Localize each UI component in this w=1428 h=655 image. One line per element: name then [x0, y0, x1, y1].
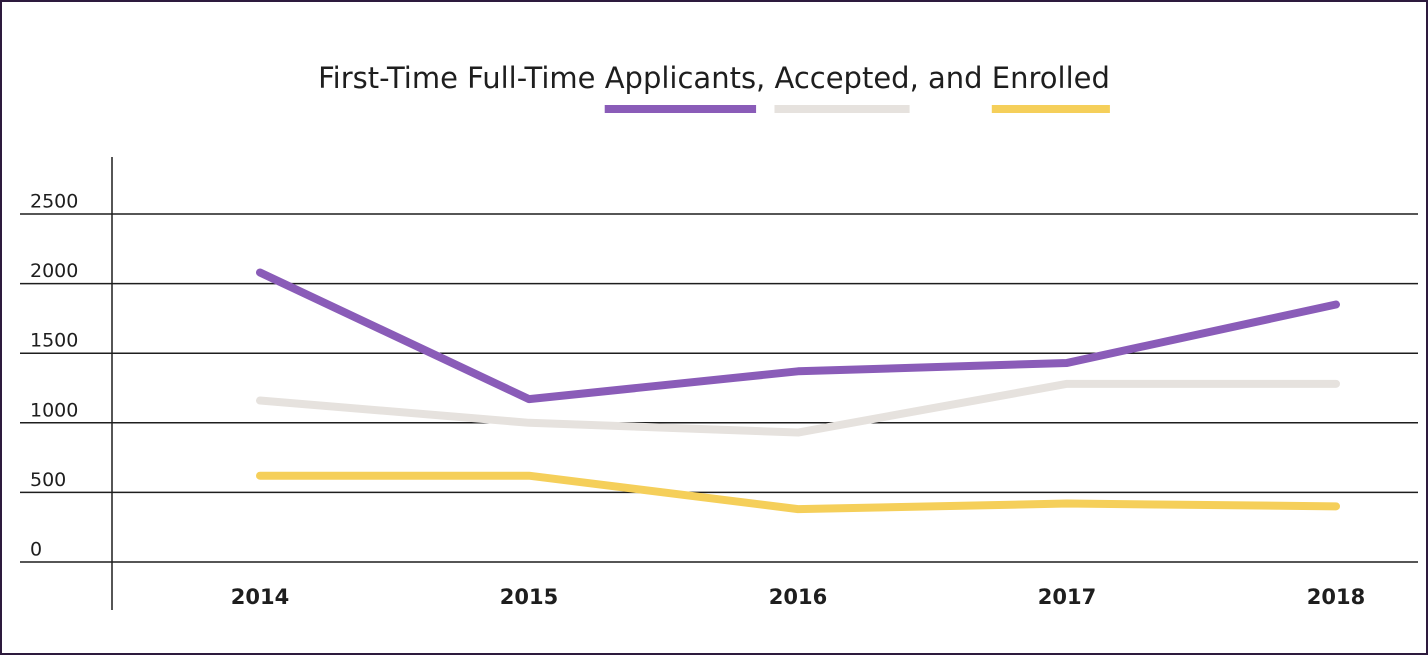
- y-tick-label: 500: [30, 469, 66, 491]
- y-tick-label: 2500: [30, 191, 78, 213]
- y-tick-label: 1500: [30, 330, 78, 352]
- x-tick-label: 2014: [231, 585, 289, 609]
- legend-swatch: [774, 105, 910, 113]
- y-tick-label: 1000: [30, 399, 78, 421]
- y-tick-label: 0: [30, 539, 42, 561]
- series-line: [256, 379, 1340, 437]
- x-tick-label: 2018: [1307, 585, 1365, 609]
- legend-swatch: [604, 105, 757, 113]
- x-tick-label: 2015: [500, 585, 558, 609]
- series-line: [256, 268, 1340, 404]
- x-tick-label: 2016: [769, 585, 827, 609]
- y-tick-label: 2000: [30, 260, 78, 282]
- series-line: [256, 471, 1340, 514]
- chart-title: First-Time Full-Time Applicants, Accepte…: [318, 61, 1110, 95]
- x-tick-label: 2017: [1038, 585, 1096, 609]
- legend-swatch: [991, 105, 1110, 113]
